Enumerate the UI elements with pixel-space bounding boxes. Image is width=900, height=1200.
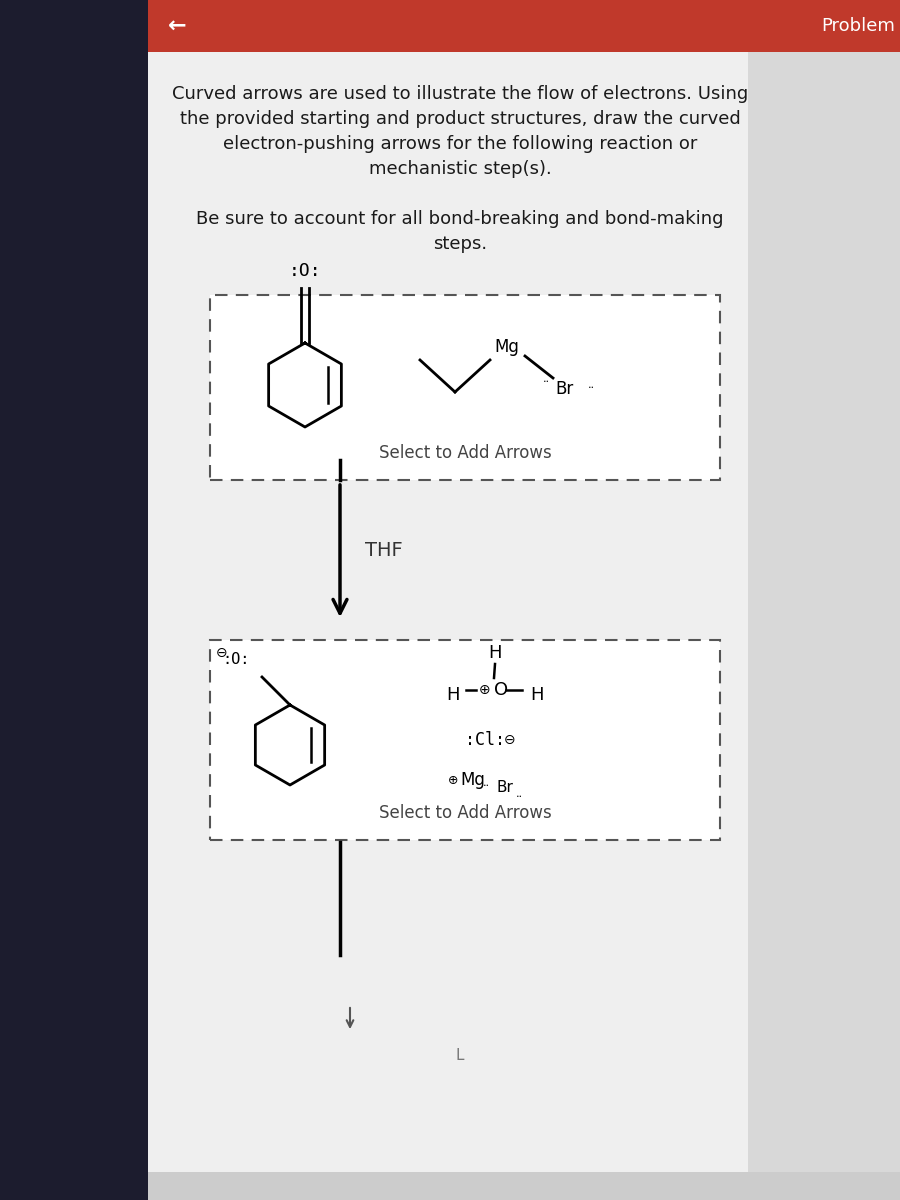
Text: ⊖: ⊖ — [504, 733, 516, 746]
Text: Select to Add Arrows: Select to Add Arrows — [379, 444, 552, 462]
Text: ⊖: ⊖ — [216, 646, 228, 660]
Text: Be sure to account for all bond-breaking and bond-making: Be sure to account for all bond-breaking… — [196, 210, 724, 228]
Text: Select to Add Arrows: Select to Add Arrows — [379, 804, 552, 822]
Text: steps.: steps. — [433, 235, 487, 253]
Text: Mg: Mg — [494, 338, 519, 356]
Text: Curved arrows are used to illustrate the flow of electrons. Using: Curved arrows are used to illustrate the… — [172, 85, 748, 103]
Text: ⊕: ⊕ — [479, 683, 490, 697]
Text: :O:: :O: — [289, 262, 321, 280]
FancyBboxPatch shape — [210, 295, 720, 480]
Text: Br: Br — [496, 780, 513, 796]
FancyBboxPatch shape — [210, 640, 720, 840]
Text: Problem: Problem — [821, 17, 895, 35]
Text: :Cl:: :Cl: — [465, 731, 505, 749]
Text: electron-pushing arrows for the following reaction or: electron-pushing arrows for the followin… — [223, 134, 698, 152]
Text: H: H — [446, 686, 460, 704]
Text: L: L — [455, 1048, 464, 1063]
Text: THF: THF — [365, 540, 403, 559]
Text: Mg: Mg — [460, 770, 485, 790]
Text: ⋅⋅: ⋅⋅ — [483, 781, 490, 791]
Text: the provided starting and product structures, draw the curved: the provided starting and product struct… — [180, 110, 741, 128]
Text: ⋅⋅: ⋅⋅ — [588, 383, 595, 392]
Text: Br: Br — [555, 380, 573, 398]
Bar — [0, 0, 148, 1200]
Text: :O:: :O: — [222, 652, 250, 667]
Bar — [148, 0, 900, 1200]
Text: ⋅⋅: ⋅⋅ — [516, 792, 523, 802]
Text: ⊕: ⊕ — [447, 774, 458, 786]
Text: ⋅⋅: ⋅⋅ — [543, 377, 550, 386]
Bar — [148, 1172, 900, 1200]
Text: H: H — [530, 686, 544, 704]
Text: ←: ← — [168, 16, 186, 36]
Text: mechanistic step(s).: mechanistic step(s). — [369, 160, 552, 178]
Bar — [748, 0, 900, 1200]
Bar — [148, 0, 900, 52]
Text: H: H — [488, 644, 502, 662]
Text: O: O — [494, 680, 508, 698]
